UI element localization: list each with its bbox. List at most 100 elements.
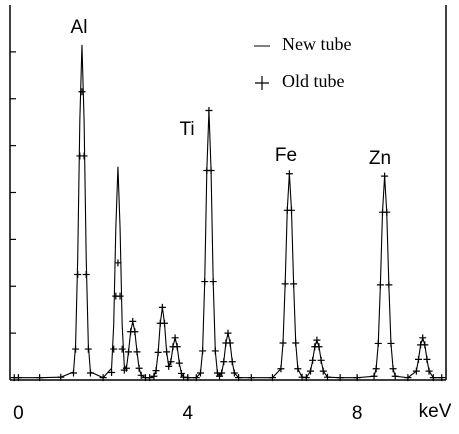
plus-marker (125, 348, 133, 356)
plus-marker (438, 374, 446, 382)
plus-marker (292, 339, 300, 347)
legend-label: New tube (282, 34, 351, 54)
plus-marker (381, 172, 389, 180)
plus-marker (158, 303, 166, 311)
plus-marker (192, 374, 200, 382)
plus-marker (230, 369, 238, 377)
plus-marker (281, 280, 289, 288)
plus-marker (315, 343, 323, 351)
plus-marker (99, 374, 107, 382)
plus-marker (319, 367, 327, 375)
plus-marker (110, 345, 118, 353)
plus-marker (423, 355, 431, 363)
peak-label: Al (71, 17, 88, 38)
plus-marker (163, 348, 171, 356)
plus-marker (224, 329, 232, 337)
plus-marker (72, 345, 80, 353)
plus-marker (137, 371, 145, 379)
x-tick-label: 8 (352, 403, 363, 424)
legend-label: Old tube (282, 71, 345, 91)
plus-marker (154, 348, 162, 356)
plus-marker (74, 271, 82, 279)
plus-marker (374, 339, 382, 347)
plus-marker (228, 358, 236, 366)
plus-marker (211, 347, 219, 355)
plus-marker (290, 280, 298, 288)
series-line (14, 44, 442, 379)
plus-marker (383, 208, 391, 216)
plus-marker (372, 365, 380, 373)
plus-marker (184, 374, 192, 382)
plus-marker (199, 347, 207, 355)
plus-marker (387, 339, 395, 347)
plus-marker (57, 373, 65, 381)
plus-marker (336, 374, 344, 382)
plus-marker (36, 374, 44, 382)
plus-marker (376, 281, 384, 289)
plus-marker (84, 345, 92, 353)
plus-marker (385, 281, 393, 289)
plus-marker (412, 367, 420, 375)
plus-marker (247, 374, 255, 382)
plus-marker (14, 374, 22, 382)
plus-marker (205, 106, 213, 114)
peak-label: Fe (275, 145, 297, 166)
plus-marker (285, 170, 293, 178)
plus-marker (122, 364, 130, 372)
plus-marker (161, 319, 169, 327)
x-axis-label: keV (419, 401, 452, 422)
plus-marker (226, 339, 234, 347)
plus-marker (287, 206, 295, 214)
x-tick-label: 4 (182, 403, 193, 424)
plus-marker (370, 372, 378, 380)
plus-marker (414, 355, 422, 363)
plus-marker (302, 374, 310, 382)
plus-marker (146, 374, 154, 382)
plus-marker (152, 367, 160, 375)
legend-symbol (255, 76, 269, 90)
plus-marker (235, 374, 243, 382)
peak-label: Ti (179, 119, 194, 140)
plus-marker (218, 369, 226, 377)
plus-marker (201, 278, 209, 286)
plus-marker (421, 341, 429, 349)
plus-marker (317, 356, 325, 364)
plus-marker (173, 343, 181, 351)
plus-marker (114, 259, 122, 267)
plus-marker (220, 358, 228, 366)
plus-marker (80, 152, 88, 160)
plus-marker (78, 88, 86, 96)
plus-marker (353, 374, 361, 382)
plus-marker (429, 374, 437, 382)
plus-marker (133, 348, 141, 356)
peak-label: Zn (369, 148, 391, 169)
x-tick-label: 0 (13, 403, 24, 424)
plus-marker (129, 317, 137, 325)
plus-marker (175, 359, 183, 367)
plus-marker (307, 367, 315, 375)
plus-marker (277, 365, 285, 373)
plus-marker (419, 334, 427, 342)
plus-marker (268, 374, 276, 382)
plus-marker (150, 372, 158, 380)
plus-marker (116, 292, 124, 300)
plus-marker (207, 166, 215, 174)
plus-marker (404, 374, 412, 382)
plus-marker (209, 278, 217, 286)
plus-marker (313, 336, 321, 344)
plus-marker (294, 365, 302, 373)
plus-marker (323, 373, 331, 381)
plus-marker (391, 372, 399, 380)
plus-marker (86, 369, 94, 377)
plus-marker (131, 328, 139, 336)
plus-marker (69, 369, 77, 377)
plus-marker (165, 362, 173, 370)
plus-marker (196, 369, 204, 377)
plus-marker (177, 369, 185, 377)
plus-marker (279, 339, 287, 347)
plus-marker (309, 356, 317, 364)
plus-marker (82, 271, 90, 279)
plus-marker (171, 334, 179, 342)
plus-marker (389, 365, 397, 373)
